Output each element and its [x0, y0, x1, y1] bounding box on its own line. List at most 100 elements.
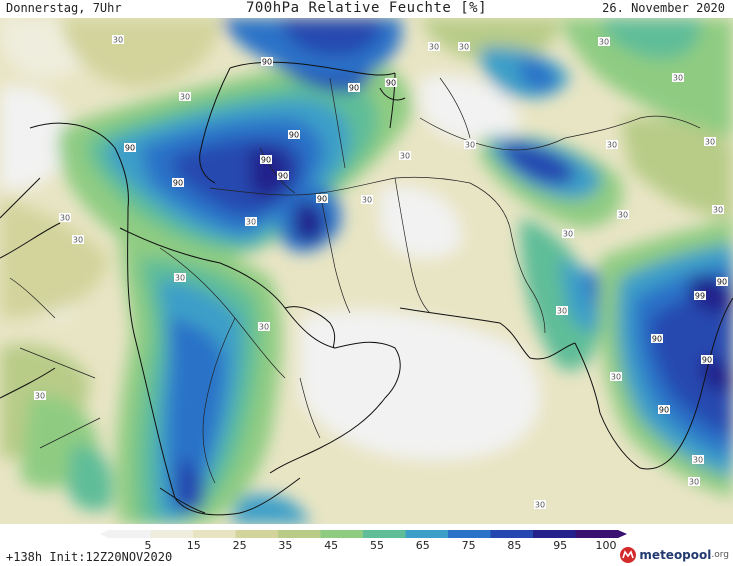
- contour-label: 90: [385, 78, 397, 88]
- contour-label: 30: [179, 92, 191, 102]
- colorbar-tick-label: 100: [596, 539, 617, 550]
- contour-label: 30: [610, 372, 622, 382]
- contour-label: 30: [34, 391, 46, 401]
- contour-label: 90: [658, 405, 670, 415]
- colorbar-swatch: [235, 530, 279, 538]
- colorbar-tick-label: 95: [553, 539, 567, 550]
- contour-label-text: 30: [73, 236, 83, 245]
- contour-label-text: 30: [611, 373, 621, 382]
- contour-label-text: 90: [173, 179, 183, 188]
- country-borders: [9, 77, 701, 484]
- contour-label-text: 30: [113, 36, 123, 45]
- contour-label: 30: [598, 37, 610, 47]
- contour-label-text: 90: [717, 278, 727, 287]
- contour-label-text: 30: [259, 323, 269, 332]
- contour-label: 30: [692, 455, 704, 465]
- contour-label-text: 30: [607, 141, 617, 150]
- colorbar-swatch: [533, 530, 576, 538]
- contour-label: 30: [688, 477, 700, 487]
- colorbar-tick-label: 25: [233, 539, 247, 550]
- contour-label: 30: [704, 137, 716, 147]
- forecast-date-label: 26. November 2020: [602, 1, 725, 15]
- colorbar-tick-label: 75: [462, 539, 476, 550]
- contour-label: 30: [245, 217, 257, 227]
- logo-tld: .org: [711, 550, 729, 560]
- contour-label-text: 30: [465, 141, 475, 150]
- chart-title: 700hPa Relative Feuchte [%]: [245, 0, 488, 16]
- init-time-label: +138h Init:12Z20NOV2020: [6, 550, 173, 564]
- contour-label-text: 30: [400, 152, 410, 161]
- header-bar: Donnerstag, 7Uhr 700hPa Relative Feuchte…: [0, 0, 733, 18]
- contour-label-text: 30: [673, 74, 683, 83]
- contour-label: 99: [694, 291, 706, 301]
- contour-labels: 30 90 30 90 90 90 90 90 90 90 90 30 30 30 30 30 30 30 30 30…: [34, 35, 728, 510]
- colorbar-tick-label: 5: [145, 539, 152, 550]
- contour-label: 30: [672, 73, 684, 83]
- contour-label-text: 30: [459, 43, 469, 52]
- contour-label-text: 90: [652, 335, 662, 344]
- contour-label: 30: [458, 42, 470, 52]
- contour-label: 30: [258, 322, 270, 332]
- contour-label-text: 30: [175, 274, 185, 283]
- contour-label: 30: [464, 140, 476, 150]
- humidity-field: [0, 18, 733, 524]
- colorbar-tick-label: 35: [278, 539, 292, 550]
- colorbar-swatch: [363, 530, 406, 538]
- contour-label: 90: [124, 143, 136, 153]
- contour-label: 90: [172, 178, 184, 188]
- contour-label-text: 30: [689, 478, 699, 487]
- contour-label: 30: [562, 229, 574, 239]
- colorbar-swatch: [448, 530, 491, 538]
- contour-label: 90: [261, 57, 273, 67]
- colorbar-swatch: [150, 530, 194, 538]
- contour-label-text: 90: [261, 156, 271, 165]
- contour-label-text: 90: [349, 84, 359, 93]
- contour-label: 90: [716, 277, 728, 287]
- colorbar-max-arrow: [618, 530, 627, 538]
- contour-label-text: 30: [180, 93, 190, 102]
- contour-label: 30: [59, 213, 71, 223]
- contour-label: 30: [399, 151, 411, 161]
- contour-label: 30: [361, 195, 373, 205]
- contour-label-text: 30: [618, 211, 628, 220]
- contour-label: 90: [701, 355, 713, 365]
- contour-label-text: 90: [702, 356, 712, 365]
- contour-label-text: 30: [362, 196, 372, 205]
- colorbar-swatch: [193, 530, 236, 538]
- contour-label: 30: [428, 42, 440, 52]
- colorbar-swatch: [575, 530, 619, 538]
- contour-label: 90: [288, 130, 300, 140]
- footer-bar: 5 15 25 35 45 55 65 75 85 95 100 +138h Init:12Z20N…: [0, 524, 733, 566]
- colorbar-tick-label: 55: [370, 539, 384, 550]
- contour-label-text: 90: [317, 195, 327, 204]
- contour-label: 30: [617, 210, 629, 220]
- contour-label: 30: [712, 205, 724, 215]
- contour-label: 90: [277, 171, 289, 181]
- contour-label-text: 30: [705, 138, 715, 147]
- humidity-map: 30 90 30 90 90 90 90 90 90 90 90 30 30 30 30 30 30 30 30 30…: [0, 18, 733, 524]
- colorbar-swatch: [490, 530, 534, 538]
- contour-label-text: 30: [35, 392, 45, 401]
- contour-label: 90: [260, 155, 272, 165]
- colorbar-swatch: [278, 530, 321, 538]
- contour-label-text: 30: [693, 456, 703, 465]
- contour-label: 90: [316, 194, 328, 204]
- contour-label-text: 30: [599, 38, 609, 47]
- colorbar-swatch: [320, 530, 364, 538]
- contour-label: 90: [651, 334, 663, 344]
- contour-label: 30: [174, 273, 186, 283]
- colorbar-tick-label: 85: [507, 539, 521, 550]
- contour-label: 90: [348, 83, 360, 93]
- colorbar-swatch: [405, 530, 449, 538]
- coastlines: [0, 61, 733, 516]
- colorbar-tick-label: 15: [187, 539, 201, 550]
- contour-label-text: 90: [659, 406, 669, 415]
- contour-label: 30: [556, 306, 568, 316]
- meteopool-logo[interactable]: meteopool .org: [619, 546, 729, 564]
- contour-label-text: 90: [289, 131, 299, 140]
- contour-label-text: 30: [713, 206, 723, 215]
- contour-label-text: 30: [557, 307, 567, 316]
- colorbar-min-arrow: [100, 530, 108, 538]
- colorbar-tick-label: 65: [416, 539, 430, 550]
- contour-label: 30: [72, 235, 84, 245]
